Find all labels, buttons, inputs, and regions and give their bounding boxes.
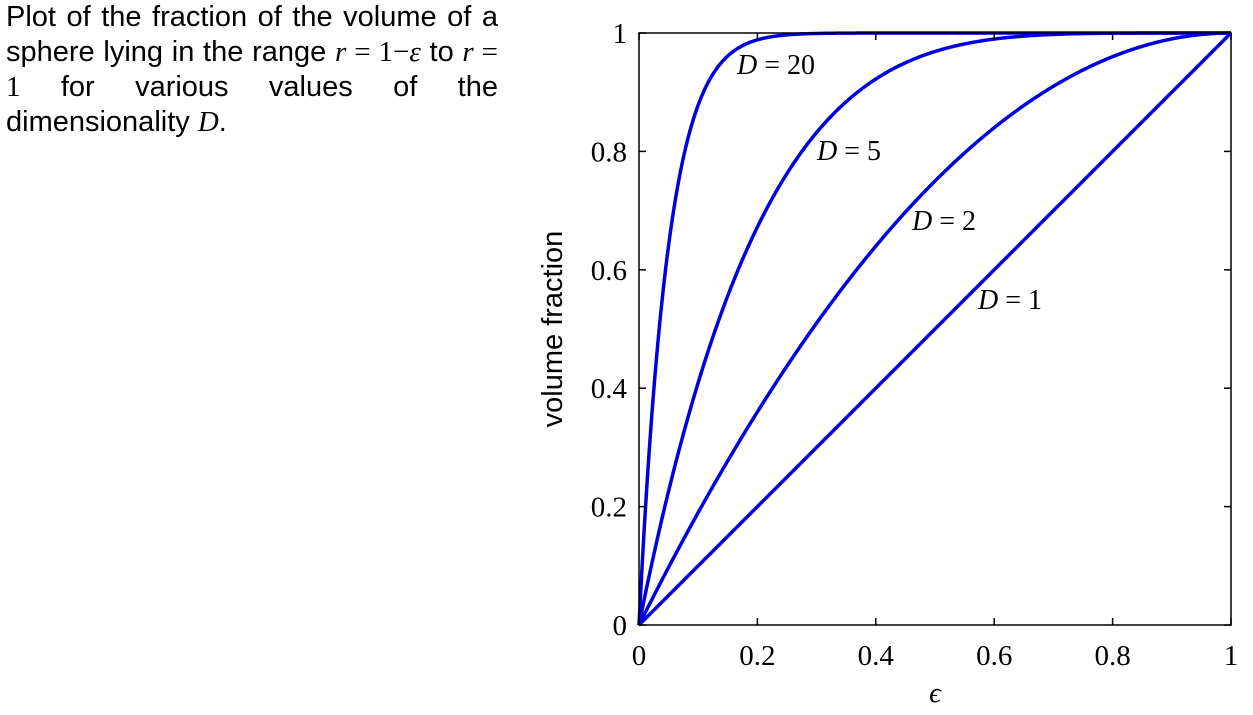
curve-label-d5: D = 5 [816, 136, 881, 167]
y-axis-title: volume fraction [537, 231, 569, 428]
caption-math-eq: = 1− [346, 36, 410, 68]
plot-frame [638, 32, 1232, 626]
caption-text-4: . [218, 106, 227, 138]
caption-math-r: r [335, 36, 347, 68]
caption-text-1: Plot of the fraction of the volume of a … [6, 1, 498, 68]
x-tick-label: 0.8 [1094, 640, 1130, 672]
x-tick-label: 0.6 [976, 640, 1012, 672]
x-tick-label: 0.4 [858, 640, 895, 672]
ticks-layer [638, 32, 1232, 626]
caption-math-r2: r [462, 36, 474, 68]
y-tick-label: 0.8 [591, 136, 627, 168]
curve-labels-layer: D = 1 D = 2 D = 5 D = 20 [736, 50, 1042, 316]
series-line-d1 [637, 31, 1233, 627]
caption-math-epsilon: ε [409, 36, 421, 68]
x-tick-label: 0.2 [739, 640, 775, 672]
caption-math-d: D [197, 106, 219, 138]
y-tick-label: 0.2 [591, 492, 627, 524]
series-line-d2 [637, 31, 1232, 626]
caption-text-3: for various values of the dimensionality [6, 71, 498, 138]
y-tick-label: 0.4 [591, 373, 628, 405]
x-axis-title: ϵ [929, 677, 942, 709]
tick-labels-layer: 0 0.2 0.4 0.6 0.8 1 0 0.2 0.4 0.6 0.8 1 [591, 18, 1239, 672]
curve-label-d1: D = 1 [977, 285, 1042, 316]
curves-layer [637, 31, 1233, 627]
curve-label-d2: D = 2 [911, 206, 976, 237]
x-tick-label: 1 [1224, 640, 1239, 672]
figure-caption: Plot of the fraction of the volume of a … [6, 0, 498, 140]
x-tick-label: 0 [632, 640, 647, 672]
y-tick-label: 0.6 [591, 255, 627, 287]
y-tick-label: 1 [613, 18, 628, 50]
y-tick-label: 0 [613, 610, 628, 642]
curve-label-d20: D = 20 [736, 50, 815, 81]
caption-text-2: to [420, 36, 463, 68]
caption-math-eq2: = 1 [6, 36, 498, 103]
